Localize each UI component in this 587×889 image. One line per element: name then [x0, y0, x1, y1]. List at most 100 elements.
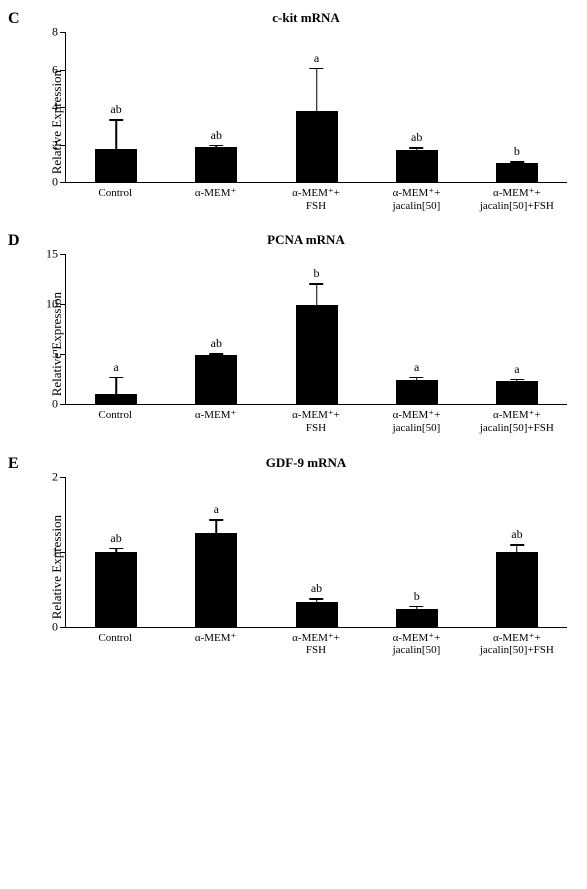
bar-slot: ab — [66, 149, 166, 182]
bars-container: abaabbab — [66, 477, 567, 627]
bar: a — [396, 380, 438, 404]
significance-label: b — [514, 144, 520, 159]
bar-slot: b — [367, 609, 467, 626]
y-tick-label: 15 — [46, 247, 66, 262]
chart-wrap: Relative Expression02468ababaabbControlα… — [45, 32, 567, 212]
y-tick-label: 0 — [52, 619, 66, 634]
bar: a — [195, 533, 237, 627]
error-bar — [416, 147, 418, 150]
error-bar — [416, 377, 418, 381]
y-tick-label: 1 — [52, 544, 66, 559]
y-tick-label: 8 — [52, 25, 66, 40]
significance-label: b — [314, 266, 320, 281]
error-bar — [416, 606, 418, 610]
bar: ab — [95, 552, 137, 627]
bar-slot: ab — [367, 150, 467, 182]
x-label: α-MEM⁺ — [165, 409, 265, 434]
error-bar — [516, 161, 518, 163]
chart-column: 051015aabbaaControlα-MEM⁺α-MEM⁺+FSHα-MEM… — [65, 254, 567, 434]
x-label: α-MEM⁺+jacalin[50]+FSH — [467, 409, 567, 434]
error-bar — [115, 119, 117, 149]
bar: ab — [195, 147, 237, 182]
significance-label: a — [214, 502, 219, 517]
bar: ab — [195, 355, 237, 404]
bar-slot: a — [266, 111, 366, 182]
bar-slot: a — [166, 533, 266, 627]
chart-column: 012abaabbabControlα-MEM⁺α-MEM⁺+FSHα-MEM⁺… — [65, 477, 567, 657]
significance-label: a — [314, 51, 319, 66]
bar-slot: a — [66, 394, 166, 405]
x-label: α-MEM⁺+jacalin[50] — [366, 187, 466, 212]
x-label: Control — [65, 409, 165, 434]
panel-letter: C — [8, 10, 20, 28]
bar: ab — [95, 149, 137, 182]
plot-area: 051015aabbaa — [65, 254, 567, 405]
significance-label: a — [514, 362, 519, 377]
x-labels: Controlα-MEM⁺α-MEM⁺+FSHα-MEM⁺+jacalin[50… — [65, 632, 567, 657]
significance-label: a — [414, 360, 419, 375]
bar: b — [496, 163, 538, 182]
significance-label: ab — [511, 527, 522, 542]
panel-letter: E — [8, 455, 19, 473]
bar: b — [396, 609, 438, 626]
x-label: α-MEM⁺+FSH — [266, 409, 366, 434]
chart-wrap: Relative Expression012abaabbabControlα-M… — [45, 477, 567, 657]
bars-container: aabbaa — [66, 254, 567, 404]
significance-label: ab — [211, 336, 222, 351]
significance-label: ab — [411, 130, 422, 145]
panel-c: Cc-kit mRNARelative Expression02468ababa… — [0, 0, 587, 222]
bar: a — [496, 381, 538, 404]
bar-slot: a — [367, 380, 467, 404]
error-bar — [516, 544, 518, 552]
error-bar — [516, 379, 518, 382]
y-tick-label: 0 — [52, 175, 66, 190]
error-bar — [216, 519, 218, 533]
bar: a — [296, 111, 338, 182]
bar: b — [296, 305, 338, 404]
x-label: α-MEM⁺ — [165, 632, 265, 657]
bar: a — [95, 394, 137, 405]
chart-column: 02468ababaabbControlα-MEM⁺α-MEM⁺+FSHα-ME… — [65, 32, 567, 212]
plot-area: 02468ababaabb — [65, 32, 567, 183]
bar-slot: ab — [266, 602, 366, 627]
panel-d: DPCNA mRNARelative Expression051015aabba… — [0, 222, 587, 444]
y-tick-label: 6 — [52, 62, 66, 77]
x-label: α-MEM⁺+jacalin[50] — [366, 632, 466, 657]
y-tick-label: 10 — [46, 297, 66, 312]
error-bar — [316, 68, 318, 111]
error-bar — [316, 598, 318, 602]
significance-label: ab — [110, 531, 121, 546]
significance-label: ab — [211, 128, 222, 143]
bar: ab — [296, 602, 338, 627]
error-bar — [115, 548, 117, 552]
bar-slot: b — [467, 163, 567, 182]
bars-container: ababaabb — [66, 32, 567, 182]
chart-wrap: Relative Expression051015aabbaaControlα-… — [45, 254, 567, 434]
bar-slot: b — [266, 305, 366, 404]
x-label: α-MEM⁺ — [165, 187, 265, 212]
x-label: α-MEM⁺+jacalin[50]+FSH — [467, 632, 567, 657]
x-label: Control — [65, 632, 165, 657]
y-tick-label: 4 — [52, 100, 66, 115]
bar-slot: ab — [66, 552, 166, 627]
chart-title: GDF-9 mRNA — [45, 455, 567, 471]
significance-label: b — [414, 589, 420, 604]
error-bar — [216, 145, 218, 148]
plot-area: 012abaabbab — [65, 477, 567, 628]
significance-label: ab — [311, 581, 322, 596]
significance-label: ab — [110, 102, 121, 117]
chart-title: PCNA mRNA — [45, 232, 567, 248]
y-tick-label: 5 — [52, 347, 66, 362]
y-tick-label: 2 — [52, 469, 66, 484]
bar-slot: ab — [166, 355, 266, 404]
x-labels: Controlα-MEM⁺α-MEM⁺+FSHα-MEM⁺+jacalin[50… — [65, 409, 567, 434]
x-labels: Controlα-MEM⁺α-MEM⁺+FSHα-MEM⁺+jacalin[50… — [65, 187, 567, 212]
significance-label: a — [113, 360, 118, 375]
bar-slot: ab — [467, 552, 567, 627]
x-label: α-MEM⁺+FSH — [266, 187, 366, 212]
y-tick-label: 2 — [52, 137, 66, 152]
bar-slot: a — [467, 381, 567, 404]
y-tick-label: 0 — [52, 397, 66, 412]
x-label: α-MEM⁺+jacalin[50]+FSH — [467, 187, 567, 212]
x-label: α-MEM⁺+jacalin[50] — [366, 409, 466, 434]
